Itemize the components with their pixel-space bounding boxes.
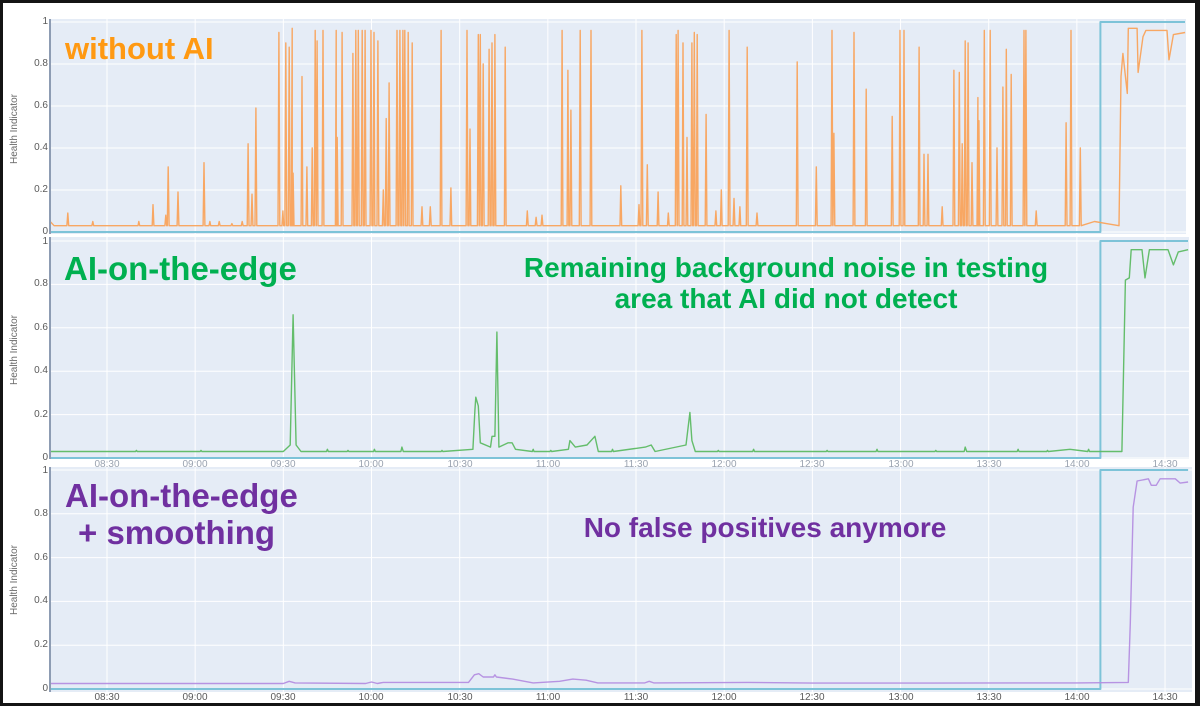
highlighted-test-area-line: [51, 469, 1189, 690]
y-axis-title: Health Indicator: [9, 544, 20, 616]
title-line: AI-on-the-edge: [65, 477, 298, 514]
x-tick-label: 09:30: [270, 692, 296, 703]
y-tick-label: 0.2: [34, 409, 48, 420]
annotation-line: Remaining background noise in testing: [523, 252, 1049, 283]
y-tick-label: 0.4: [34, 595, 48, 606]
x-tick-label: 11:30: [623, 692, 649, 703]
highlighted-test-area-line: [51, 21, 1186, 233]
plot-area: [51, 19, 1186, 234]
y-tick-label: 1: [42, 465, 48, 476]
x-tick-label: 12:00: [711, 692, 737, 703]
x-tick-label: 09:30: [270, 459, 296, 467]
panel-title-ai-on-the-edge: AI-on-the-edge: [64, 250, 297, 287]
annotation-remaining-noise: Remaining background noise in testing ar…: [486, 252, 1086, 314]
x-tick-label: 10:30: [447, 459, 473, 467]
plot-area: [51, 237, 1189, 459]
title-line: AI-on-the-edge: [64, 250, 297, 287]
y-tick-label: 0: [42, 683, 48, 694]
y-axis-line: [49, 19, 51, 234]
chart-panel-without-ai: [51, 19, 1186, 234]
annotation-no-false-positives: No false positives anymore: [465, 512, 1065, 543]
x-tick-label: 10:00: [358, 692, 384, 703]
x-tick-label: 08:30: [94, 692, 120, 703]
x-tick-label: 13:00: [888, 459, 914, 467]
y-tick-label: 0.8: [34, 58, 48, 69]
annotation-line: No false positives anymore: [583, 512, 947, 543]
y-axis-title: Health Indicator: [9, 93, 20, 165]
y-tick-label: 0: [42, 226, 48, 237]
x-axis-labels-partially-hidden: 08:30 09:00 09:30 10:00 10:30 11:00 11:3…: [0, 459, 1200, 467]
x-tick-label: 11:30: [623, 459, 649, 467]
y-tick-label: 0.8: [34, 278, 48, 289]
y-tick-label: 0.4: [34, 142, 48, 153]
x-tick-label: 10:00: [358, 459, 384, 467]
y-tick-label: 0.6: [34, 552, 48, 563]
health-indicator-line: [51, 478, 1189, 685]
y-tick-label: 0.6: [34, 322, 48, 333]
y-tick-label: 1: [42, 16, 48, 27]
chart-panel-ai-on-the-edge: [51, 237, 1189, 459]
x-tick-label: 09:00: [182, 692, 208, 703]
y-axis-line: [49, 467, 51, 692]
x-tick-label: 12:00: [711, 459, 737, 467]
x-tick-label: 14:00: [1064, 459, 1090, 467]
x-tick-label: 11:00: [535, 459, 561, 467]
x-tick-label: 08:30: [94, 459, 120, 467]
x-tick-label: 14:30: [1152, 692, 1178, 703]
y-tick-label: 0.2: [34, 639, 48, 650]
x-tick-label: 14:00: [1064, 692, 1090, 703]
x-tick-label: 13:00: [888, 692, 914, 703]
y-axis-line: [49, 237, 51, 459]
y-tick-label: 0.8: [34, 508, 48, 519]
y-tick-label: 0.6: [34, 100, 48, 111]
x-tick-label: 09:00: [182, 459, 208, 467]
y-tick-label: 0.2: [34, 184, 48, 195]
y-tick-label: 1: [42, 236, 48, 247]
x-tick-label: 13:30: [976, 692, 1002, 703]
highlighted-test-area-line: [51, 240, 1189, 459]
x-tick-label: 10:30: [447, 692, 473, 703]
x-tick-label: 11:00: [535, 692, 561, 703]
title-line: without AI: [65, 31, 214, 66]
y-tick-label: 0: [42, 452, 48, 463]
x-tick-label: 12:30: [799, 692, 825, 703]
chart-panel-ai-on-the-edge-smoothing: [51, 467, 1192, 692]
x-tick-label: 13:30: [976, 459, 1002, 467]
plot-area: [51, 467, 1192, 692]
title-line: + smoothing: [78, 514, 276, 551]
panel-title-without-ai: without AI: [65, 31, 214, 67]
health-indicator-line: [51, 27, 1186, 227]
health-indicator-line: [51, 248, 1189, 453]
x-tick-label: 12:30: [799, 459, 825, 467]
x-tick-label: 14:30: [1152, 459, 1178, 467]
y-axis-title: Health Indicator: [9, 314, 20, 386]
annotation-line: area that AI did not detect: [614, 283, 958, 314]
panel-title-ai-on-the-edge-smoothing: AI-on-the-edge + smoothing: [65, 477, 298, 551]
y-tick-label: 0.4: [34, 365, 48, 376]
